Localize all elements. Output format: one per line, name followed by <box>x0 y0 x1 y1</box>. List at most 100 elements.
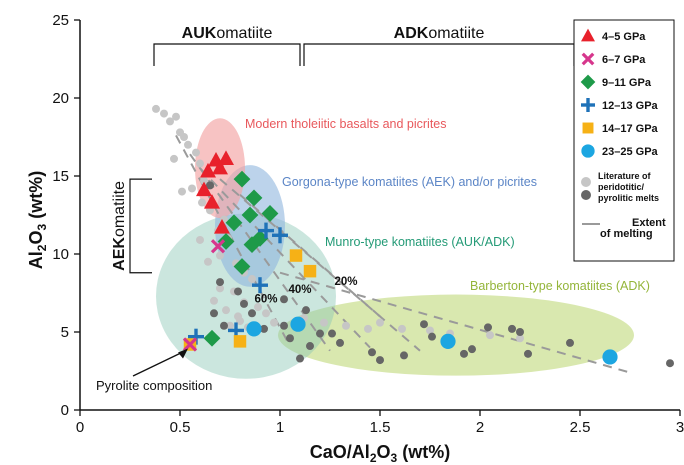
group-label-bold: AUK <box>182 25 217 42</box>
literature-point <box>204 257 212 266</box>
literature-point <box>234 287 242 296</box>
data-point <box>233 335 247 348</box>
data-point <box>245 189 263 207</box>
y-tick-label: 15 <box>52 168 69 185</box>
region-label: Barberton-type komatiites (ADK) <box>470 279 650 293</box>
literature-point <box>400 351 408 360</box>
literature-point <box>306 342 314 351</box>
group-label-bold: ADK <box>394 25 429 42</box>
literature-point <box>398 324 406 333</box>
legend-extent-label: Extent <box>632 217 666 229</box>
aek-label-rest: omatiite <box>111 181 128 237</box>
legend-entry-label: 14–17 GPa <box>602 123 659 135</box>
region-label: Munro-type komatiites (AUK/ADK) <box>325 235 515 249</box>
literature-point <box>516 328 524 336</box>
y-axis-label-end: (wt%) <box>26 171 46 224</box>
data-point <box>258 222 274 239</box>
literature-point <box>280 321 288 330</box>
x-axis-label-end: (wt%) <box>397 442 450 462</box>
literature-point <box>566 338 574 347</box>
legend-marker <box>581 144 595 158</box>
data-point <box>243 236 261 254</box>
literature-point <box>220 321 228 330</box>
data-point <box>272 227 288 244</box>
data-point <box>182 337 198 352</box>
legend-entry-label: 23–25 GPa <box>602 146 659 158</box>
x-tick-label: 3 <box>676 419 684 436</box>
melt-percent-label: 40% <box>288 284 311 296</box>
group-bracket <box>153 43 301 66</box>
literature-point <box>216 251 224 260</box>
y-tick-label: 20 <box>52 90 69 107</box>
legend-marker <box>581 98 595 112</box>
data-point <box>290 316 306 332</box>
legend-marker <box>582 122 594 134</box>
literature-point <box>192 148 200 157</box>
literature-point <box>270 318 278 327</box>
literature-point <box>254 303 262 312</box>
data-point <box>602 349 618 365</box>
literature-point <box>280 295 288 304</box>
literature-point <box>468 345 476 354</box>
literature-point <box>342 321 350 330</box>
literature-point <box>516 334 524 343</box>
literature-point <box>216 284 224 293</box>
literature-point <box>320 318 328 327</box>
legend-extent-label: of melting <box>600 228 653 240</box>
melt-percent-label: 60% <box>254 293 277 305</box>
literature-point <box>524 349 532 358</box>
literature-point <box>152 104 160 113</box>
data-point <box>440 333 456 349</box>
literature-point <box>178 187 186 196</box>
literature-point <box>200 176 208 185</box>
data-point <box>233 170 251 188</box>
group-label: AUKomatiite <box>182 25 273 42</box>
literature-point <box>184 140 192 149</box>
literature-point <box>328 329 336 338</box>
data-point <box>214 219 230 234</box>
legend: 4–5 GPa 6–7 GPa 9–11 GPa 12–13 GPa 14–17 GPa… <box>573 19 675 262</box>
data-point <box>217 233 235 250</box>
x-tick-label: 2 <box>476 419 484 436</box>
pyrolite-arrow-line <box>132 349 187 377</box>
data-point <box>212 159 228 175</box>
literature-point <box>222 306 230 315</box>
x-axis-label-mid: O <box>377 442 391 462</box>
data-point <box>233 258 251 275</box>
data-point <box>218 150 234 165</box>
legend-entry-label: 9–11 GPa <box>602 77 652 89</box>
pyrolite-arrowhead <box>178 348 188 359</box>
literature-point <box>428 332 436 341</box>
region-label: Gorgona-type komatiites (AEK) and/or pic… <box>282 175 537 189</box>
marker-stroke <box>182 337 198 352</box>
data-point <box>303 264 317 278</box>
literature-point <box>172 112 180 121</box>
group-bracket <box>303 43 575 66</box>
literature-point <box>226 321 234 330</box>
literature-point <box>376 356 384 365</box>
marker-stroke <box>210 239 226 254</box>
legend-entry-label: 12–13 GPa <box>602 100 659 112</box>
literature-point <box>210 296 218 305</box>
group-label-rest: omatiite <box>428 25 484 42</box>
y-axis-label: Al2O3 (wt%) <box>26 171 49 269</box>
data-point <box>204 194 220 209</box>
x-tick-label: 0.5 <box>170 419 191 436</box>
points-layer <box>152 104 674 368</box>
data-point <box>246 321 262 337</box>
axes: 0 0.5 1 1.5 2 2.5 3 0 5 10 15 20 25 <box>52 12 684 436</box>
literature-point <box>248 274 256 283</box>
aek-label-bold: AEK <box>111 237 128 271</box>
literature-point <box>248 309 256 318</box>
x-tick-label: 1.5 <box>370 419 391 436</box>
literature-point <box>368 348 376 357</box>
literature-point <box>206 181 214 190</box>
literature-point <box>196 159 204 168</box>
marker-stroke <box>581 52 595 66</box>
literature-point <box>240 299 248 308</box>
literature-point <box>196 235 204 244</box>
y-tick-label: 10 <box>52 246 69 263</box>
melting-extent-line <box>219 178 421 352</box>
y-tick-label: 25 <box>52 12 69 29</box>
